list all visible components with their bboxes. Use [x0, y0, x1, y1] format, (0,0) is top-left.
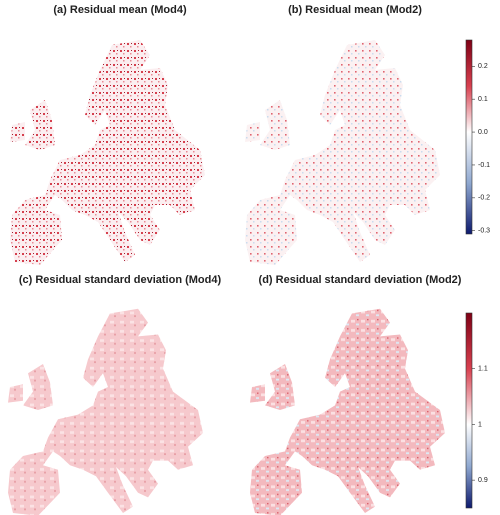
colorbar-tick-label: 0.2: [478, 63, 488, 70]
panel-title: (b) Residual mean (Mod2): [288, 4, 422, 16]
panel-title: (c) Residual standard deviation (Mod4): [19, 274, 222, 286]
colorbar-tick-label: 1: [478, 421, 482, 428]
map-c: [8, 308, 203, 515]
colorbar-tick-label: -0.3: [478, 228, 490, 235]
colorbar-tick-label: 0.0: [478, 129, 488, 136]
colorbar: [465, 312, 473, 509]
panel-title: (d) Residual standard deviation (Mod2): [259, 274, 462, 286]
map-a: [10, 40, 205, 265]
map-d: [250, 308, 445, 515]
colorbar-tick-label: -0.1: [478, 162, 490, 169]
map-b: [245, 40, 440, 265]
colorbar-tick-label: 0.9: [478, 477, 488, 484]
colorbar: [465, 39, 473, 235]
colorbar-tick-label: -0.2: [478, 195, 490, 202]
colorbar-tick-label: 0.1: [478, 96, 488, 103]
panel-title: (a) Residual mean (Mod4): [53, 4, 187, 16]
colorbar-tick-label: 1.1: [478, 366, 488, 373]
